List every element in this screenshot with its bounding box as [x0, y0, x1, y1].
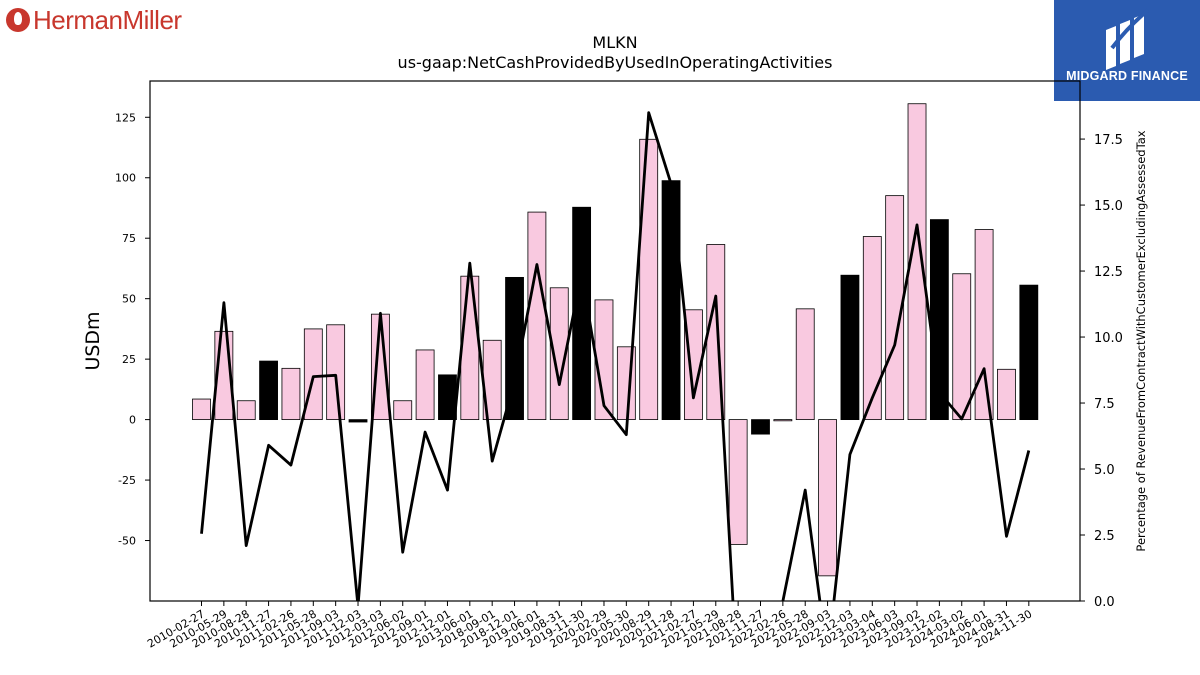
bar-2010-02-27 [192, 398, 211, 421]
bar-2020-08-29 [639, 138, 659, 421]
bar-2018-12-01 [505, 276, 524, 421]
y-tick-label: 25 [122, 353, 136, 366]
bar-2022-09-03 [818, 419, 837, 577]
y-right-tick-label: 2.5 [1094, 529, 1115, 544]
y-tick-label: 100 [115, 172, 136, 185]
y-right-tick-label: 17.5 [1094, 133, 1123, 148]
y-axis-label: USDm [82, 311, 104, 370]
bar-2024-08-31 [997, 368, 1016, 421]
bar-2024-03-02 [952, 273, 972, 421]
y-right-tick-label: 10.0 [1094, 331, 1123, 346]
bar-2024-06-01 [974, 229, 994, 421]
y-tick-label: 75 [122, 232, 136, 245]
bar-2021-02-27 [684, 309, 703, 421]
herman-miller-logo-icon [6, 8, 30, 32]
bar-2023-06-03 [885, 195, 905, 421]
bar-2024-11-30 [1019, 284, 1039, 421]
bar-2010-08-28 [236, 400, 256, 421]
bar-2011-12-03 [348, 419, 368, 423]
bar-2023-09-02 [907, 103, 927, 421]
bar-2019-06-01 [527, 211, 547, 421]
midgard-logo-icon [1106, 8, 1150, 70]
y-tick-label: -25 [118, 474, 136, 487]
bar-2022-05-28 [795, 308, 815, 421]
percentage-line [200, 111, 1031, 601]
y-tick-label: 50 [122, 293, 136, 306]
bar-2011-09-03 [326, 324, 346, 421]
y-tick-label: 0 [129, 414, 136, 427]
bar-2012-06-02 [393, 400, 413, 421]
herman-miller-logo: HermanMiller [6, 4, 182, 36]
chart-title: MLKN [592, 33, 637, 52]
plot-frame [149, 80, 1081, 602]
bar-2012-09-01 [415, 349, 435, 421]
y-right-tick-label: 7.5 [1094, 397, 1115, 412]
bar-2022-12-03 [840, 274, 860, 421]
herman-miller-logo-text: HermanMiller [33, 4, 182, 35]
y-axis-label-right: Percentage of RevenueFromContractWithCus… [1134, 130, 1148, 551]
y-right-tick-label: 5.0 [1094, 463, 1115, 478]
chart-subtitle: us-gaap:NetCashProvidedByUsedInOperating… [398, 53, 833, 72]
plot-area: -50 -25 0 25 50 75 100 125 0.0 2.5 5.0 7.5 10.0 12.5 1… [115, 80, 1123, 651]
bar-2021-08-28 [728, 419, 748, 545]
bar-2010-11-27 [259, 360, 278, 421]
y-right-tick-label: 0.0 [1094, 595, 1115, 610]
bar-2020-11-28 [661, 180, 681, 421]
bar-2023-03-04 [862, 236, 882, 421]
midgard-finance-logo: MIDGARD FINANCE [1054, 0, 1200, 101]
bar-2022-02-26 [773, 419, 793, 422]
bar-2021-11-27 [751, 419, 770, 435]
y-tick-label: 125 [115, 111, 136, 124]
y-tick-label: -50 [118, 535, 136, 548]
bar-2011-02-26 [281, 367, 301, 421]
y-right-tick-label: 12.5 [1094, 265, 1123, 280]
bar-2013-06-01 [460, 275, 480, 421]
midgard-finance-logo-text: MIDGARD FINANCE [1066, 69, 1188, 83]
bar-2019-08-31 [549, 287, 569, 421]
y-right-tick-label: 15.0 [1094, 199, 1123, 214]
